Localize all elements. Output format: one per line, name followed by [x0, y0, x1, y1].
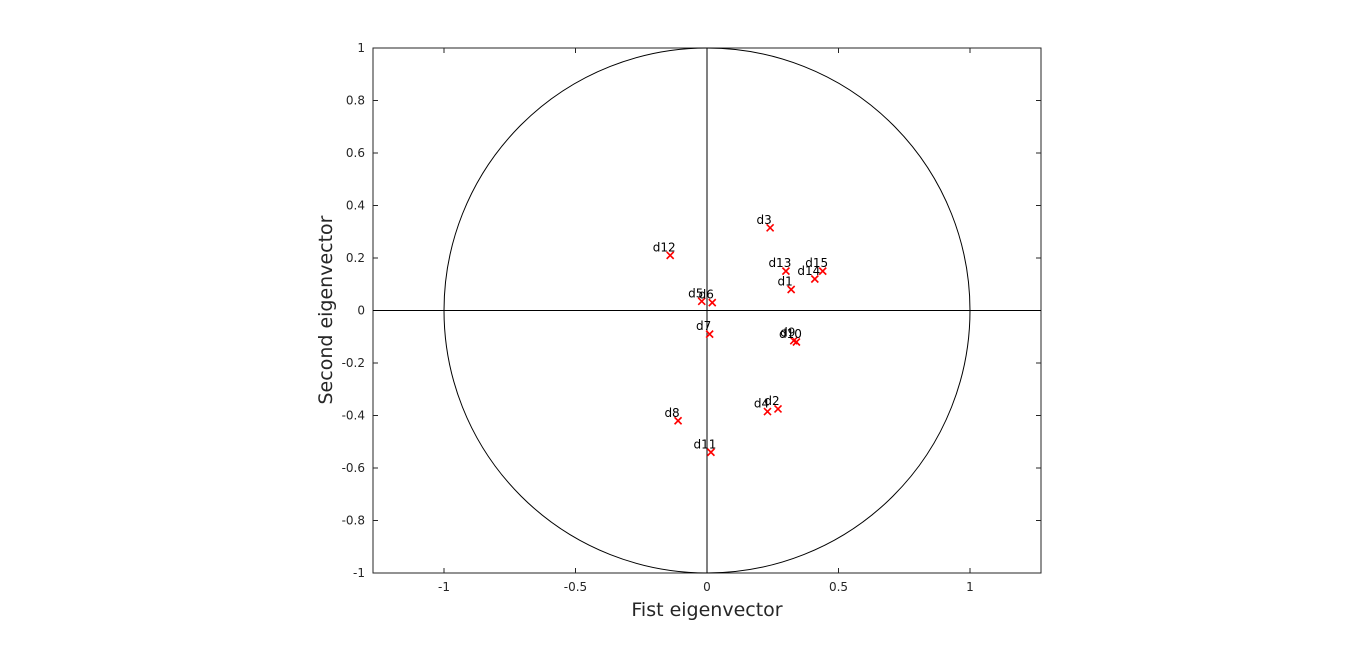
point-marker-stroke	[818, 267, 827, 276]
point-marker-stroke	[666, 251, 675, 260]
x-tick-label: 0.5	[829, 580, 848, 594]
data-point-d11: d11	[693, 437, 716, 457]
point-label: d10	[779, 327, 802, 341]
y-tick-label: -0.8	[342, 514, 365, 528]
point-label: d4	[754, 397, 769, 411]
point-marker-stroke	[763, 407, 772, 416]
point-marker-stroke	[787, 285, 796, 294]
point-label: d9	[780, 326, 795, 340]
point-label: d7	[696, 319, 711, 333]
y-tick-label: 0	[357, 304, 365, 318]
x-tick-label: -1	[438, 580, 450, 594]
data-point-d3: d3	[756, 213, 775, 232]
point-marker-stroke	[789, 336, 798, 345]
point-marker-stroke	[708, 298, 717, 307]
reference-layer	[373, 47, 1041, 574]
data-point-d5: d5	[688, 286, 706, 306]
point-marker-stroke	[697, 297, 706, 306]
point-marker-stroke	[766, 223, 775, 232]
y-tick-label: -1	[353, 566, 365, 580]
data-point-d2: d2	[764, 394, 783, 414]
point-marker-stroke	[781, 267, 790, 276]
data-point-d14: d14	[797, 264, 820, 284]
data-point-d6: d6	[699, 288, 717, 307]
point-label: d15	[805, 256, 828, 270]
y-tick-label: -0.4	[342, 409, 365, 423]
point-label: d13	[768, 256, 791, 270]
unit-circle	[443, 47, 971, 574]
axes-layer: -1 -0.5 0 0.5 1 -1 -0.8 -0.6 -0.4 -0.2 0 0.2 0.4 0.6 0…	[342, 41, 1041, 594]
point-label: d1	[778, 275, 793, 289]
data-point-d10: d10	[779, 327, 802, 347]
x-tick-label: 1	[966, 580, 974, 594]
point-marker-stroke	[810, 274, 819, 284]
point-label: d6	[699, 288, 714, 302]
point-marker-stroke	[674, 416, 683, 425]
y-tick-label: 1	[357, 41, 365, 55]
data-point-d12: d12	[653, 240, 676, 260]
x-tick-label: -0.5	[564, 580, 587, 594]
y-tick-label: 0.4	[346, 199, 365, 213]
data-point-d15: d15	[805, 256, 828, 276]
point-label: d14	[797, 264, 820, 278]
x-tick-label: 0	[703, 580, 711, 594]
data-point-d9: d9	[780, 326, 798, 345]
y-axis-label: Second eigenvector	[315, 215, 337, 404]
x-axis-label: Fist eigenvector	[631, 599, 782, 621]
point-marker-stroke	[792, 337, 801, 347]
point-label: d8	[664, 406, 679, 420]
y-tick-label: 0.8	[346, 94, 365, 108]
data-point-d1: d1	[778, 275, 796, 294]
point-label: d2	[764, 394, 779, 408]
point-marker-stroke	[706, 448, 716, 457]
point-marker-stroke	[773, 404, 783, 414]
point-label: d5	[688, 286, 703, 300]
data-point-d13: d13	[768, 256, 791, 276]
y-tick-label: -0.6	[342, 461, 365, 475]
data-point-d4: d4	[754, 397, 772, 416]
data-point-d8: d8	[664, 406, 683, 425]
point-label: d12	[653, 240, 676, 254]
point-label: d11	[693, 437, 716, 451]
y-tick-label: -0.2	[342, 356, 365, 370]
point-marker-stroke	[705, 330, 714, 339]
y-tick-label: 0.2	[346, 251, 365, 265]
data-point-d7: d7	[696, 319, 714, 339]
y-tick-label: 0.6	[346, 146, 365, 160]
point-label: d3	[756, 213, 771, 227]
